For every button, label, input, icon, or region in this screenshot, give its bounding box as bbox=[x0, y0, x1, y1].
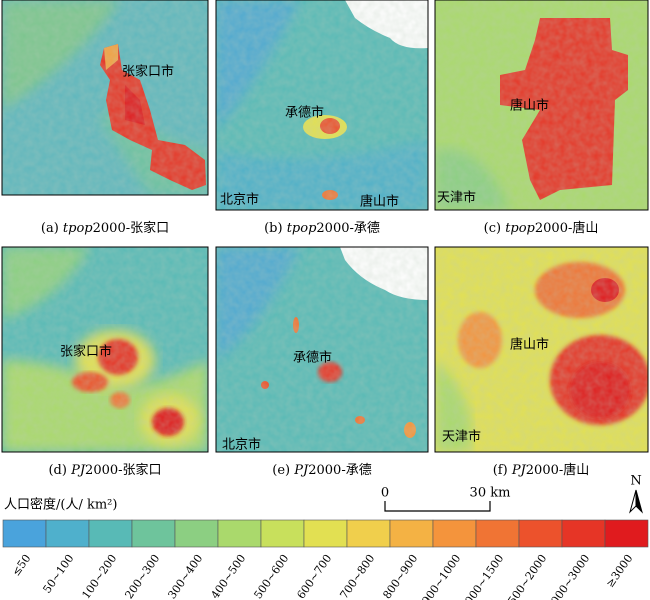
caption-part: 2000-承德 bbox=[308, 463, 371, 478]
legend-label: 2000~3000 bbox=[544, 552, 592, 600]
caption-part: (d) bbox=[48, 463, 71, 478]
caption-part: 2000-张家口 bbox=[93, 220, 169, 236]
legend-label: 100~200 bbox=[79, 552, 119, 600]
panel-caption: (a) tpop2000-张家口 bbox=[41, 220, 169, 236]
frame bbox=[434, 246, 649, 453]
panel-caption: (c) tpop2000-唐山 bbox=[484, 220, 599, 236]
city-label: 唐山市 bbox=[510, 98, 549, 114]
city-label: 唐山市 bbox=[360, 194, 399, 210]
panel-caption: (e) PJ2000-承德 bbox=[272, 463, 371, 478]
legend-swatch bbox=[561, 519, 606, 548]
legend-label: 500~600 bbox=[251, 552, 291, 600]
caption-part: tpop bbox=[287, 221, 317, 236]
caption-part: PJ bbox=[293, 463, 309, 478]
legend-swatch bbox=[389, 519, 434, 548]
legend-swatch bbox=[346, 519, 391, 548]
caption-part: 2000-张家口 bbox=[85, 462, 161, 478]
legend-label: 1500~2000 bbox=[501, 552, 549, 600]
city-label: 北京市 bbox=[220, 192, 259, 208]
legend-swatch bbox=[475, 519, 520, 548]
city-label: 张家口市 bbox=[122, 64, 174, 80]
legend-swatch bbox=[88, 519, 133, 548]
frame bbox=[434, 0, 649, 211]
legend-swatch bbox=[174, 519, 219, 548]
city-label: 北京市 bbox=[222, 437, 261, 453]
legend-label: 1000~1500 bbox=[458, 552, 506, 600]
caption-part: (e) bbox=[272, 463, 294, 478]
legend-label: 50~100 bbox=[40, 552, 76, 596]
legend-swatch bbox=[303, 519, 348, 548]
map-c bbox=[435, 0, 648, 210]
legend-swatch bbox=[518, 519, 563, 548]
caption-part: 2000-承德 bbox=[316, 221, 379, 236]
panel-caption: (f) PJ2000-唐山 bbox=[493, 462, 590, 478]
panel-caption: (b) tpop2000-承德 bbox=[264, 221, 380, 236]
legend: ≤50 50~100 100~200 200~300 300~400 400~500 500… bbox=[2, 519, 649, 600]
panel-caption: (d) PJ2000-张家口 bbox=[48, 462, 161, 478]
north-arrow bbox=[635, 489, 643, 514]
legend-swatch bbox=[45, 519, 90, 548]
legend-label: 400~500 bbox=[208, 552, 248, 600]
frame bbox=[215, 246, 429, 453]
city-label: 唐山市 bbox=[510, 337, 549, 353]
legend-label: ≥3000 bbox=[603, 552, 635, 590]
legend-swatch bbox=[260, 519, 305, 548]
caption-part: (a) bbox=[41, 221, 63, 236]
frame bbox=[1, 246, 209, 453]
caption-part: tpop bbox=[63, 221, 93, 236]
map-d bbox=[2, 247, 208, 452]
legend-label: 900~1000 bbox=[419, 552, 463, 600]
caption-part: (c) bbox=[484, 221, 506, 236]
caption-part: PJ bbox=[70, 463, 86, 478]
legend-swatch bbox=[604, 519, 649, 548]
legend-label: 300~400 bbox=[165, 552, 205, 600]
caption-part: 2000-唐山 bbox=[535, 220, 598, 236]
map-f bbox=[435, 247, 648, 452]
legend-swatch bbox=[2, 519, 47, 548]
frame bbox=[1, 0, 209, 196]
legend-label: 700~800 bbox=[337, 552, 377, 600]
city-label: 天津市 bbox=[437, 190, 476, 206]
legend-title: 人口密度/(人/ km²) bbox=[4, 497, 117, 513]
city-label: 天津市 bbox=[442, 429, 481, 445]
legend-swatch bbox=[432, 519, 477, 548]
legend-swatch bbox=[131, 519, 176, 548]
caption-part: (f) bbox=[493, 463, 512, 478]
caption-part: 2000-唐山 bbox=[526, 462, 589, 478]
north-arrow bbox=[629, 489, 637, 514]
caption-part: PJ bbox=[511, 463, 527, 478]
scale-start: 0 bbox=[381, 486, 389, 501]
caption-part: tpop bbox=[505, 221, 535, 236]
scale-bar bbox=[384, 501, 491, 512]
map-a bbox=[2, 0, 208, 195]
legend-label: 600~700 bbox=[294, 552, 334, 600]
scale-end: 30 km bbox=[470, 486, 511, 501]
frame bbox=[215, 0, 429, 211]
caption-part: (b) bbox=[264, 221, 287, 236]
legend-swatch bbox=[217, 519, 262, 548]
legend-label: 800~900 bbox=[380, 552, 420, 600]
city-label: 承德市 bbox=[293, 350, 332, 366]
north-label: N bbox=[630, 474, 641, 489]
city-label: 张家口市 bbox=[60, 344, 112, 360]
map-e bbox=[216, 247, 428, 452]
legend-label: ≤50 bbox=[9, 552, 33, 578]
legend-label: 200~300 bbox=[122, 552, 162, 600]
map-b bbox=[216, 0, 428, 210]
city-label: 承德市 bbox=[285, 105, 324, 121]
